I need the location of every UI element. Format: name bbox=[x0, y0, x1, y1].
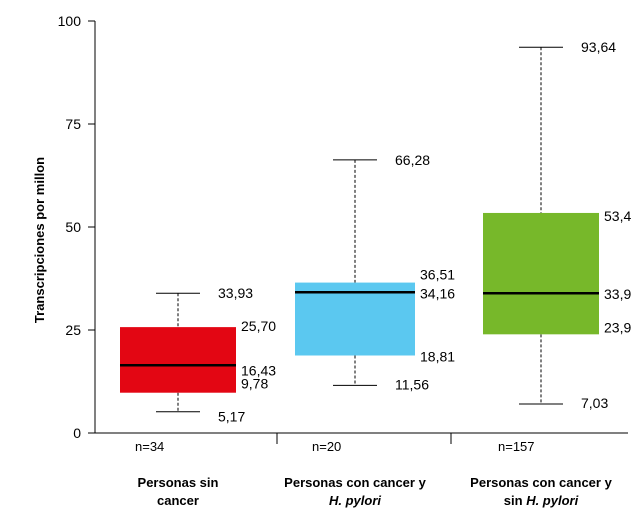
category-label-text: cancer bbox=[157, 493, 199, 508]
value-label-q1: 9,78 bbox=[241, 376, 268, 392]
y-tick-label-75: 75 bbox=[65, 116, 81, 132]
value-label-q3: 53,41 bbox=[604, 208, 631, 224]
boxes: 33,93 25,70 16,439,78 5,17 66,28 36,51 34,16 18… bbox=[120, 39, 631, 425]
box-group-1: 33,93 25,70 16,439,78 5,17 bbox=[120, 285, 276, 425]
category-label-text: sin bbox=[504, 493, 526, 508]
category-label-1-line1: Personas sin bbox=[138, 475, 219, 490]
value-label-min: 11,56 bbox=[395, 376, 429, 392]
category-label-italic: H. pylori bbox=[526, 493, 578, 508]
n-label-1: n=34 bbox=[135, 439, 164, 454]
n-label-2: n=20 bbox=[312, 439, 341, 454]
category-label-italic: H. pylori bbox=[329, 493, 381, 508]
category-label-3-line2: sin H. pylori bbox=[504, 493, 579, 508]
labels: n=34 Personas sin cancer n=20 Personas con c… bbox=[135, 439, 613, 508]
value-label-q1: 18,81 bbox=[420, 349, 455, 365]
y-tick-label-25: 25 bbox=[65, 322, 81, 338]
iqr-box bbox=[295, 282, 415, 356]
value-label-median: 34,16 bbox=[420, 285, 455, 301]
category-label-3-line1: Personas con cancer y bbox=[470, 475, 612, 490]
category-label-2-line1: Personas con cancer y bbox=[284, 475, 426, 490]
box-group-2: 66,28 36,51 34,16 18,81 11,56 bbox=[295, 152, 455, 392]
category-label-2-line2: H. pylori bbox=[329, 493, 381, 508]
value-label-max: 33,93 bbox=[218, 285, 253, 301]
n-label-3: n=157 bbox=[498, 439, 535, 454]
y-axis-label: Transcripciones por millon bbox=[32, 157, 47, 323]
iqr-box bbox=[120, 327, 236, 393]
box-group-3: 93,64 53,41 33,93 23,95 7,03 bbox=[483, 39, 631, 411]
value-label-max: 93,64 bbox=[581, 39, 616, 55]
value-label-q1: 23,95 bbox=[604, 319, 631, 335]
value-label-max: 66,28 bbox=[395, 152, 430, 168]
value-label-min: 5,17 bbox=[218, 409, 245, 425]
y-tick-label-100: 100 bbox=[58, 13, 82, 29]
value-label-q3: 36,51 bbox=[420, 267, 455, 283]
value-label-median: 16,43 bbox=[241, 362, 276, 378]
iqr-box bbox=[483, 212, 599, 335]
value-label-q3: 25,70 bbox=[241, 318, 276, 334]
y-tick-label-50: 50 bbox=[65, 219, 81, 235]
axes: 0 25 50 75 100 bbox=[58, 13, 628, 444]
y-tick-label-0: 0 bbox=[73, 425, 81, 441]
value-label-median: 33,93 bbox=[604, 286, 631, 302]
category-label-1-line2: cancer bbox=[157, 493, 199, 508]
value-label-min: 7,03 bbox=[581, 395, 608, 411]
